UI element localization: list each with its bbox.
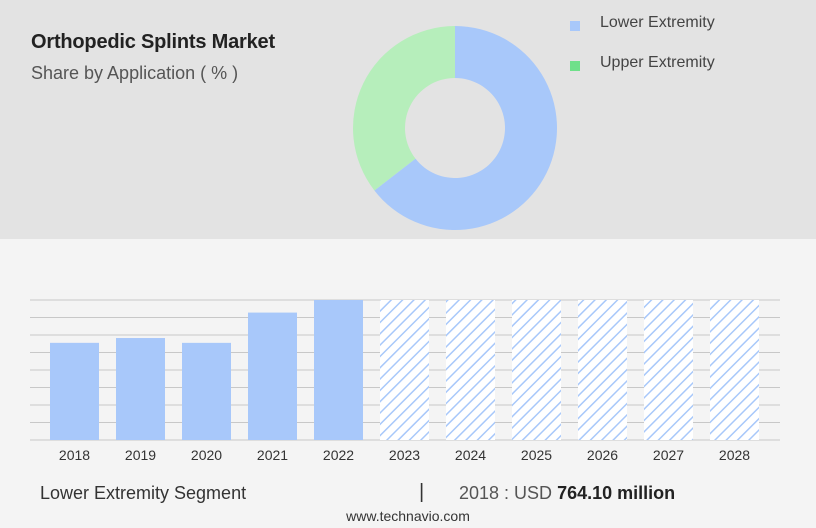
x-tick-label-2020: 2020 [191, 447, 222, 463]
segment-label: Lower Extremity Segment [40, 483, 247, 503]
bar-2020 [182, 342, 231, 440]
bar-2021 [248, 312, 297, 440]
forecast-bar-2023 [380, 300, 429, 440]
bar-2022 [314, 300, 363, 440]
x-tick-label-2022: 2022 [323, 447, 354, 463]
x-tick-label-2024: 2024 [455, 447, 486, 463]
legend-label-upper: Upper Extremity [600, 54, 715, 71]
x-tick-label-2021: 2021 [257, 447, 288, 463]
website-link[interactable]: www.technavio.com [346, 508, 470, 524]
segment-value-year: 2018 : USD [459, 483, 553, 503]
donut-slice-lower-extremity [374, 26, 557, 230]
footer-separator: | [419, 481, 425, 503]
x-tick-label-2019: 2019 [125, 447, 156, 463]
chart-subtitle: Share by Application ( % ) [31, 63, 239, 83]
legend-swatch-lower [570, 21, 580, 31]
x-tick-label-2026: 2026 [587, 447, 618, 463]
forecast-bar-2027 [644, 300, 693, 440]
x-tick-label-2027: 2027 [653, 447, 684, 463]
forecast-bar-2025 [512, 300, 561, 440]
bar-2018 [50, 342, 99, 440]
segment-value-amount: 764.10 million [557, 483, 676, 503]
donut-chart [352, 26, 557, 230]
x-tick-label-2025: 2025 [521, 447, 552, 463]
x-tick-label-2018: 2018 [59, 447, 90, 463]
legend-label-lower: Lower Extremity [600, 14, 715, 31]
chart-title: Orthopedic Splints Market [31, 31, 275, 53]
legend-swatch-upper [570, 61, 580, 71]
forecast-bar-2028 [710, 300, 759, 440]
bar-2019 [116, 338, 165, 440]
x-tick-label-2028: 2028 [719, 447, 750, 463]
segment-value: 2018 : USD 764.10 million [459, 483, 675, 504]
forecast-bar-2024 [446, 300, 495, 440]
forecast-bar-2026 [578, 300, 627, 440]
bar-chart: 2018 2019 2020 2021 2022 2023 2024 2025 2026 2027… [30, 299, 780, 463]
x-tick-label-2023: 2023 [389, 447, 420, 463]
donut-slice-upper-extremity [352, 26, 455, 191]
